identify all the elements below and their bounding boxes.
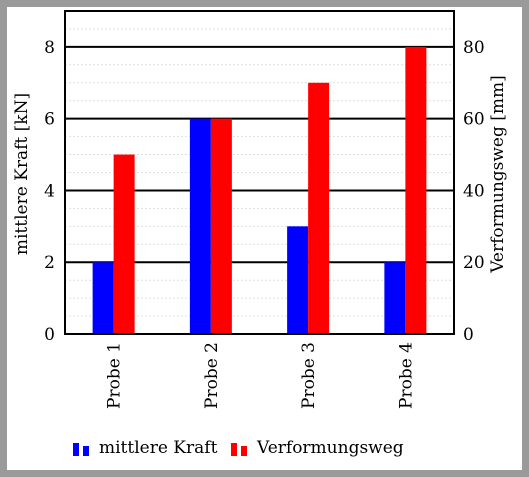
left-tick-label: 2 [44, 253, 55, 273]
right-axis-ticks: 0 20 40 60 80 [448, 38, 485, 345]
bar-weg-1 [113, 154, 135, 334]
legend-swatch [83, 446, 89, 456]
right-tick-label: 60 [463, 110, 485, 130]
bar-kraft-1 [92, 262, 114, 334]
category-label: Probe 3 [299, 342, 319, 409]
category-label: Probe 4 [396, 342, 416, 409]
left-tick-label: 8 [44, 38, 55, 58]
right-axis-label: Verformungsweg [mm] [488, 75, 508, 274]
bar-kraft-3 [287, 226, 309, 334]
left-axis-ticks: 0 2 4 6 8 [44, 38, 71, 345]
legend-swatch [241, 446, 247, 456]
plot-frame [64, 10, 455, 335]
bar-kraft-2 [189, 118, 211, 335]
category-axis-ticks: Probe 1 Probe 2 Probe 3 Probe 4 [105, 342, 417, 409]
bars [92, 46, 427, 335]
right-tick-label: 80 [463, 38, 485, 58]
bar-weg-2 [210, 118, 232, 335]
legend-label: Verformungsweg [256, 438, 404, 458]
left-tick-label: 4 [44, 181, 55, 201]
category-label: Probe 1 [105, 342, 125, 409]
legend-label: mittlere Kraft [99, 438, 218, 458]
left-tick-label: 6 [44, 110, 55, 130]
plot-border [64, 10, 455, 335]
left-tick-label: 0 [44, 325, 55, 345]
bar-weg-3 [308, 82, 330, 335]
right-tick-label: 0 [463, 325, 474, 345]
bar-kraft-4 [384, 262, 406, 334]
category-label: Probe 2 [202, 342, 222, 409]
legend: mittlere Kraft Verformungsweg [73, 438, 404, 458]
legend-swatch [231, 443, 237, 456]
right-tick-label: 20 [463, 253, 485, 273]
bar-weg-4 [405, 46, 427, 335]
left-axis-label: mittlere Kraft [kN] [12, 93, 32, 255]
right-tick-label: 40 [463, 181, 485, 201]
legend-swatch [73, 443, 79, 456]
